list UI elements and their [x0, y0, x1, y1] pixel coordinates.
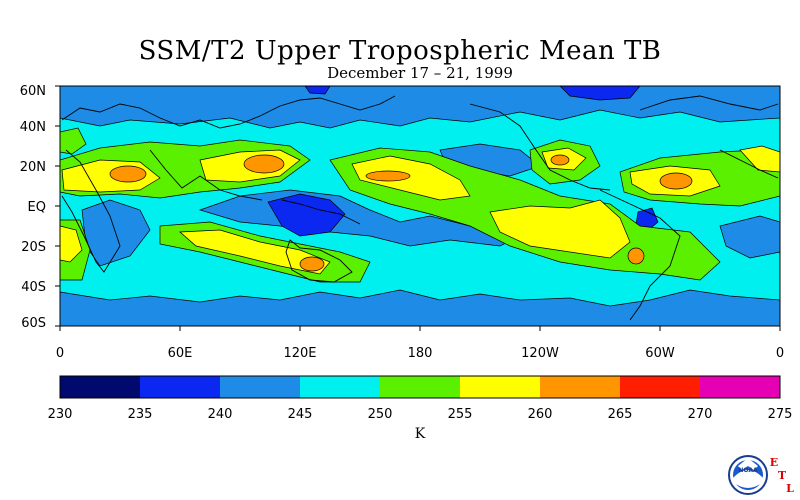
colorbar-tick-label: 255	[448, 407, 473, 422]
colorbar-swatch	[700, 376, 780, 398]
lon-axis: 0 60E 120E 180 120W 60W 0	[56, 326, 784, 361]
colorbar-swatch	[380, 376, 460, 398]
etl-letter: E	[770, 456, 778, 469]
colorbar-tick-label: 260	[528, 407, 553, 422]
colorbar-frame	[59, 375, 781, 399]
colorbar-tick-label: 265	[608, 407, 633, 422]
colorbar-swatch	[300, 376, 380, 398]
colorbar-tick-label: 240	[208, 407, 233, 422]
contour-band-240	[719, 215, 780, 259]
contour-band-260	[550, 154, 570, 166]
lat-label: EQ	[28, 200, 46, 215]
lat-label: 60N	[20, 84, 46, 99]
contour-band-240	[60, 289, 780, 326]
contour-band-260	[659, 172, 693, 190]
map-title: SSM/T2 Upper Tropospheric Mean TB	[138, 36, 662, 66]
contour-band-255	[489, 199, 631, 259]
colorbar-tick-label: 235	[128, 407, 153, 422]
contour-band-255	[179, 229, 331, 275]
tb-map	[60, 86, 780, 326]
colorbar-tick-label: 250	[368, 407, 393, 422]
noaa-logo: NOAA E T L	[728, 455, 794, 495]
colorbar-tick-label: 270	[688, 407, 713, 422]
lon-label: 0	[56, 346, 64, 361]
contour-band-260	[365, 170, 411, 182]
colorbar-tick-label: 230	[48, 407, 73, 422]
colorbar-tick-label: 275	[768, 407, 793, 422]
contour-band-235	[267, 193, 346, 237]
lon-label: 120E	[283, 346, 316, 361]
contour-band-260	[109, 165, 147, 183]
colorbar-swatch	[140, 376, 220, 398]
contour-band-255	[739, 145, 780, 173]
contour-band-250	[60, 127, 87, 155]
lon-label: 60E	[168, 346, 193, 361]
contour-band-260	[299, 256, 325, 272]
noaa-emblem-text: NOAA	[738, 467, 758, 474]
colorbar: 230 235 240 245 250 255 260 265 270 275 …	[48, 375, 793, 442]
colorbar-swatch	[540, 376, 620, 398]
lat-label: 20S	[21, 240, 46, 255]
colorbar-swatch	[60, 376, 140, 398]
lon-label: 0	[776, 346, 784, 361]
lon-label: 180	[408, 346, 433, 361]
coastlines	[61, 95, 779, 321]
lon-label: 60W	[645, 346, 675, 361]
lat-label: 60S	[21, 316, 46, 331]
contour-band-260	[243, 154, 285, 174]
lat-label: 40S	[21, 280, 46, 295]
contour-band-255	[351, 155, 471, 201]
map-subtitle: December 17 – 21, 1999	[327, 64, 513, 82]
etl-letter: T	[778, 469, 787, 482]
lat-label: 40N	[20, 120, 46, 135]
colorbar-swatch	[460, 376, 540, 398]
lat-label: 20N	[20, 160, 46, 175]
lon-label: 120W	[521, 346, 559, 361]
lat-axis: 60N 40N 20N EQ 20S 40S 60S	[20, 84, 60, 331]
contour-band-235	[559, 86, 641, 101]
contour-band-235	[304, 86, 331, 95]
colorbar-swatch	[620, 376, 700, 398]
etl-letter: L	[786, 482, 794, 495]
contour-band-260	[627, 247, 645, 265]
colorbar-unit: K	[415, 426, 426, 442]
colorbar-tick-label: 245	[288, 407, 313, 422]
contour-band-255	[60, 225, 83, 263]
colorbar-swatch	[220, 376, 300, 398]
